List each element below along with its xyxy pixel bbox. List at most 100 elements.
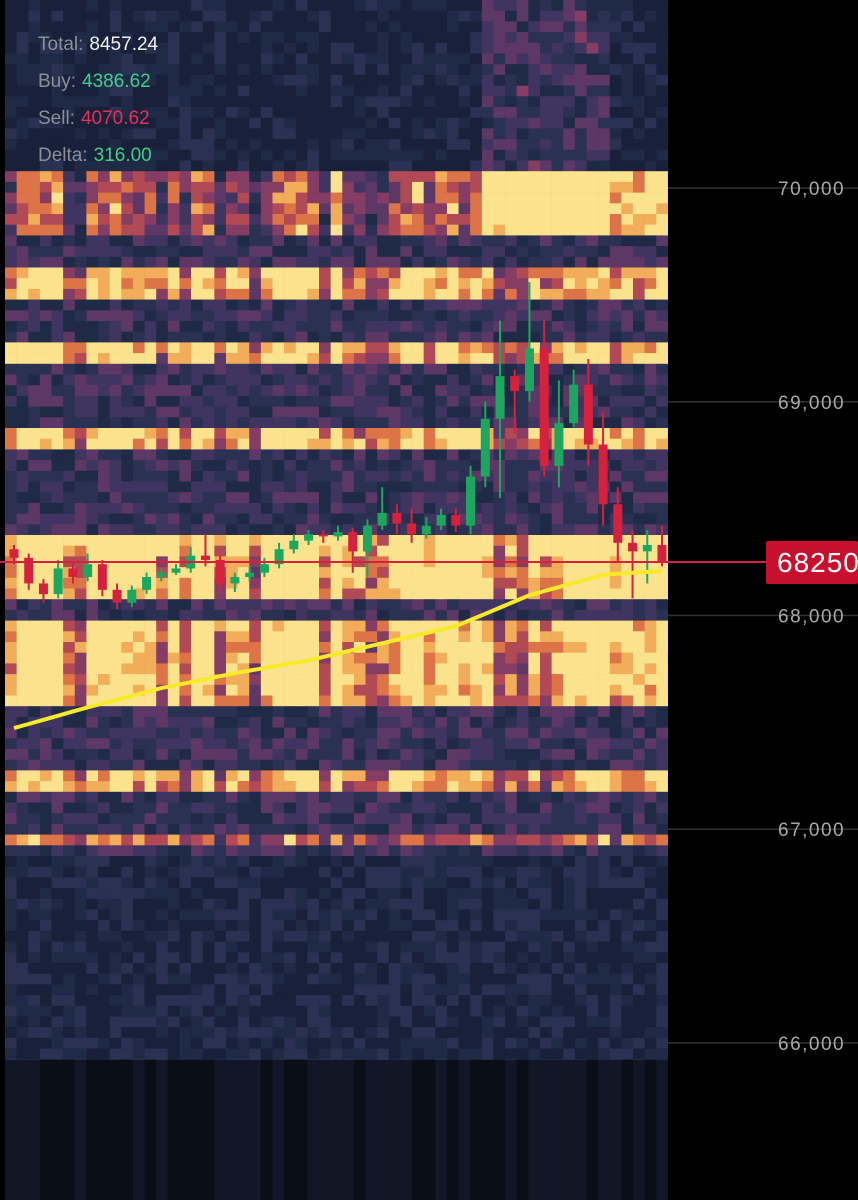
heat-cell	[109, 502, 122, 514]
heat-cell	[307, 802, 320, 814]
heat-cell	[98, 588, 110, 600]
heat-cell	[295, 417, 308, 429]
heat-cell	[28, 256, 41, 268]
heat-cell	[342, 684, 355, 696]
heat-cell	[412, 727, 424, 739]
heat-cell	[400, 96, 413, 108]
heat-cell	[98, 288, 110, 300]
heat-cell	[249, 492, 262, 504]
heat-cell	[319, 609, 331, 621]
heat-cell	[202, 192, 215, 204]
heat-cell	[179, 834, 192, 846]
heat-cell	[633, 181, 645, 193]
heat-cell	[435, 663, 448, 675]
heat-cell	[272, 823, 285, 835]
heat-cell	[551, 759, 564, 771]
heat-cell	[307, 139, 320, 151]
heat-cell	[609, 181, 622, 193]
heat-cell	[481, 0, 494, 11]
heat-cell	[353, 706, 366, 718]
heat-cell	[63, 684, 76, 696]
heat-cell	[132, 599, 145, 611]
heat-cell	[272, 160, 285, 172]
heat-cell	[481, 813, 494, 825]
heat-cell	[563, 246, 576, 258]
heat-cell	[493, 823, 506, 835]
heat-cell	[51, 781, 64, 793]
heat-cell	[574, 235, 587, 247]
heat-cell	[539, 128, 552, 140]
heat-cell	[191, 577, 204, 589]
heat-cell	[470, 139, 483, 151]
heat-cell	[249, 288, 262, 300]
heat-cell	[5, 74, 17, 86]
heat-cell	[539, 288, 552, 300]
heat-cell	[237, 706, 250, 718]
heat-cell	[493, 620, 506, 632]
heat-cell	[365, 695, 378, 707]
heat-cell	[63, 727, 76, 739]
heat-cell	[51, 898, 64, 910]
heat-cell	[574, 749, 587, 760]
heat-cell	[446, 224, 459, 236]
heat-cell	[86, 770, 99, 782]
heat-cell	[412, 353, 424, 365]
heat-cell	[377, 545, 390, 557]
heat-cell	[63, 374, 76, 386]
heat-cell	[121, 10, 134, 22]
heat-cell	[539, 524, 552, 536]
heat-cell	[237, 856, 250, 867]
heat-cell	[86, 406, 99, 418]
heat-cell	[51, 727, 64, 739]
heat-cell	[5, 642, 17, 653]
heat-cell	[109, 663, 122, 675]
heat-cell	[563, 695, 576, 707]
heat-cell	[563, 107, 576, 118]
heat-cell	[458, 267, 471, 279]
heat-cell	[98, 417, 110, 429]
heat-cell	[156, 781, 169, 793]
heat-cell	[39, 321, 52, 332]
heat-cell	[598, 417, 611, 429]
heat-cell	[284, 374, 297, 386]
heat-cell	[621, 599, 634, 611]
heat-cell	[551, 267, 564, 279]
heat-cell	[539, 791, 552, 803]
heat-cell	[539, 813, 552, 825]
heat-cell	[225, 321, 238, 332]
heat-cell	[28, 139, 41, 151]
heat-cell	[342, 224, 355, 236]
heat-cell	[388, 192, 401, 204]
heat-cell	[342, 620, 355, 632]
heat-cell	[412, 117, 424, 129]
heat-cell	[423, 674, 436, 686]
heat-cell	[342, 363, 355, 375]
heat-cell	[505, 96, 518, 108]
heat-cell	[237, 224, 250, 236]
heat-cell	[435, 802, 448, 814]
heat-cell	[295, 577, 308, 589]
heat-cell	[121, 395, 134, 407]
heat-cell	[63, 866, 76, 878]
heat-cell	[446, 171, 459, 183]
heat-cell	[644, 203, 657, 215]
heat-cell	[400, 716, 413, 728]
heat-cell	[377, 192, 390, 204]
heat-cell	[621, 535, 634, 546]
heat-cell	[74, 909, 87, 921]
heat-cell	[365, 834, 378, 846]
heat-cell	[551, 749, 564, 760]
heat-cell	[609, 417, 622, 429]
heat-cell	[284, 652, 297, 664]
heat-cell	[551, 888, 564, 900]
heat-cell	[493, 781, 506, 793]
heat-cell	[330, 96, 343, 108]
heat-cell	[144, 0, 157, 11]
heat-cell	[109, 599, 122, 611]
heat-cell	[98, 909, 110, 921]
heat-cell	[202, 706, 215, 718]
heat-cell	[132, 759, 145, 771]
heat-cell	[98, 53, 110, 65]
heat-cell	[528, 502, 541, 514]
heat-cell	[633, 545, 645, 557]
